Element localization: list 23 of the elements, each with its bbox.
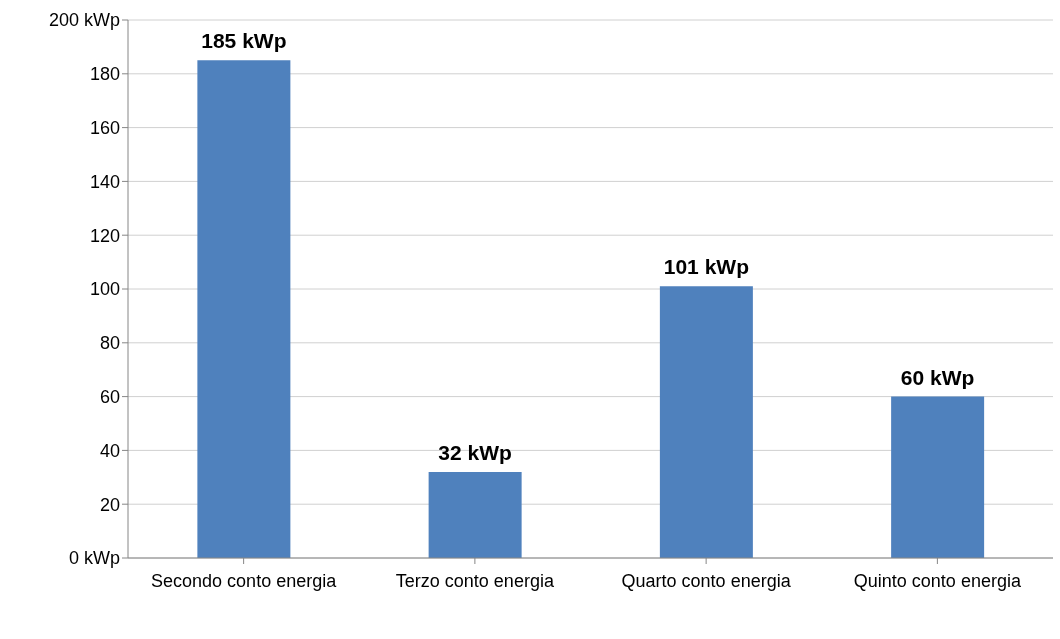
data-label: 185 kWp xyxy=(201,29,287,53)
x-tick-label: Secondo conto energia xyxy=(151,570,338,591)
y-tick-label: 60 xyxy=(99,386,120,407)
y-tick-label: 200 kWp xyxy=(48,10,120,31)
data-label: 32 kWp xyxy=(438,440,512,464)
y-tick-label: 80 xyxy=(99,333,120,354)
data-label: 101 kWp xyxy=(663,255,749,279)
y-tick-label: 20 xyxy=(99,494,120,515)
y-tick-label: 120 xyxy=(89,225,120,246)
bar xyxy=(197,60,291,558)
x-tick-label: Quinto conto energia xyxy=(853,570,1022,591)
x-tick-label: Quarto conto energia xyxy=(621,570,792,591)
y-tick-label: 140 xyxy=(89,171,120,192)
y-tick-label: 40 xyxy=(99,440,120,461)
bar xyxy=(659,286,753,558)
y-tick-label: 160 xyxy=(89,117,120,138)
y-tick-label: 100 xyxy=(89,279,120,300)
bar xyxy=(428,471,522,558)
y-tick-label: 0 kWp xyxy=(68,548,120,569)
bar xyxy=(891,396,985,558)
y-tick-label: 180 xyxy=(89,64,120,85)
data-label: 60 kWp xyxy=(900,365,975,389)
x-tick-label: Terzo conto energia xyxy=(395,570,555,591)
